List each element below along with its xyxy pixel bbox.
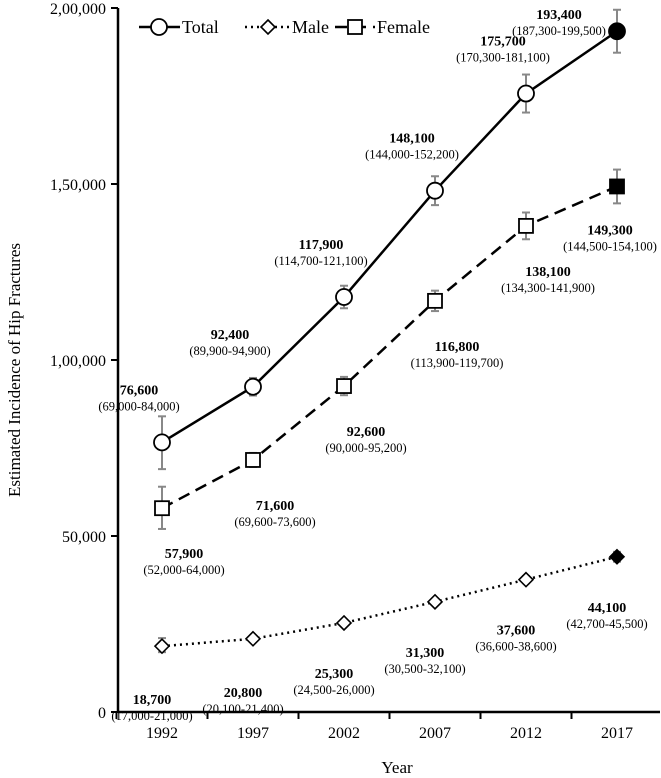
x-tick-label: 2012 [510, 725, 542, 742]
marker-female [518, 217, 534, 234]
marker-female [427, 292, 443, 309]
marker-total [244, 377, 262, 396]
legend-label-female: Female [377, 17, 430, 37]
marker-male [517, 571, 535, 588]
marker-total [517, 84, 535, 103]
series-line-female [161, 185, 618, 510]
marker-male [244, 630, 262, 647]
ci-label-female: (113,900-119,700) [411, 356, 504, 370]
data-labels: 76,600(69,000-84,000) 92,400(89,900-94,90… [98, 8, 657, 723]
ci-label-male: (17,000-21,000) [111, 709, 192, 723]
marker-female [609, 178, 625, 195]
marker-female [245, 452, 261, 468]
ci-label-total: (187,300-199,500) [512, 24, 606, 38]
marker-female [336, 378, 352, 394]
ci-label-total: (144,000-152,200) [365, 148, 459, 162]
ci-label-male: (20,100-21,400) [202, 702, 283, 716]
data-label-female: 57,900 [165, 547, 204, 562]
data-label-total: 175,700 [480, 35, 526, 50]
ci-label-female: (52,000-64,000) [143, 563, 224, 577]
data-label-female: 149,300 [587, 223, 633, 238]
marker-total [153, 433, 171, 452]
data-label-male: 31,300 [406, 646, 445, 661]
marker-male [153, 638, 171, 655]
data-label-male: 18,700 [133, 693, 172, 708]
data-label-total: 92,400 [211, 328, 250, 343]
marker-total [335, 288, 353, 306]
data-label-total: 76,600 [120, 383, 159, 398]
ci-label-male: (24,500-26,000) [293, 683, 374, 697]
legend: Total Male Female [139, 17, 430, 37]
marker-total [426, 181, 444, 200]
data-label-female: 138,100 [525, 265, 571, 280]
ci-label-female: (144,500-154,100) [563, 239, 657, 253]
ci-label-male: (30,500-32,100) [384, 662, 465, 676]
x-axis-title: Year [381, 758, 413, 777]
data-label-total: 193,400 [536, 8, 582, 23]
y-axis-title: Estimated Incidence of Hip Fractures [5, 243, 24, 497]
data-label-male: 44,100 [588, 601, 627, 616]
ci-label-total: (69,000-84,000) [98, 399, 179, 413]
marker-total [608, 22, 626, 41]
ci-label-total: (170,300-181,100) [456, 51, 550, 65]
y-tick-label: 50,000 [62, 529, 106, 546]
legend-label-total: Total [182, 17, 219, 37]
y-tick-label: 1,00,000 [50, 353, 106, 370]
data-label-male: 25,300 [315, 667, 354, 682]
x-tick-label: 2017 [601, 725, 633, 742]
legend-marker-male [259, 18, 277, 36]
axes: 0 50,000 1,00,000 1,50,000 2,00,000 1992 1997 2… [5, 1, 660, 777]
series-markers [153, 22, 626, 655]
data-label-male: 37,600 [497, 624, 536, 639]
x-tick-label: 1992 [146, 725, 178, 742]
ci-label-total: (89,900-94,900) [189, 344, 270, 358]
legend-marker-female [347, 19, 363, 35]
data-label-male: 20,800 [224, 686, 263, 701]
marker-male [608, 548, 626, 565]
ci-label-female: (90,000-95,200) [325, 441, 406, 455]
ci-label-male: (42,700-45,500) [566, 617, 647, 631]
ci-label-female: (69,600-73,600) [234, 515, 315, 529]
x-tick-label: 1997 [237, 725, 269, 742]
marker-male [335, 614, 353, 632]
legend-marker-total [150, 18, 168, 36]
x-tick-label: 2007 [419, 725, 451, 742]
legend-label-male: Male [292, 17, 329, 37]
ci-label-male: (36,600-38,600) [475, 640, 556, 654]
ci-label-female: (134,300-141,900) [501, 281, 595, 295]
series-line-male [161, 555, 618, 648]
data-label-total: 148,100 [389, 132, 435, 147]
series-lines [161, 30, 618, 648]
marker-female [154, 500, 170, 517]
data-label-female: 92,600 [347, 425, 386, 440]
y-tick-label: 1,50,000 [50, 177, 106, 194]
ci-label-total: (114,700-121,100) [274, 254, 367, 268]
x-tick-label: 2002 [328, 725, 360, 742]
data-label-female: 71,600 [256, 499, 295, 514]
y-tick-label: 0 [98, 705, 106, 722]
series-line-total [161, 30, 618, 444]
marker-male [426, 593, 444, 610]
data-label-female: 116,800 [435, 340, 480, 355]
data-label-total: 117,900 [299, 238, 344, 253]
y-tick-label: 2,00,000 [50, 1, 106, 18]
